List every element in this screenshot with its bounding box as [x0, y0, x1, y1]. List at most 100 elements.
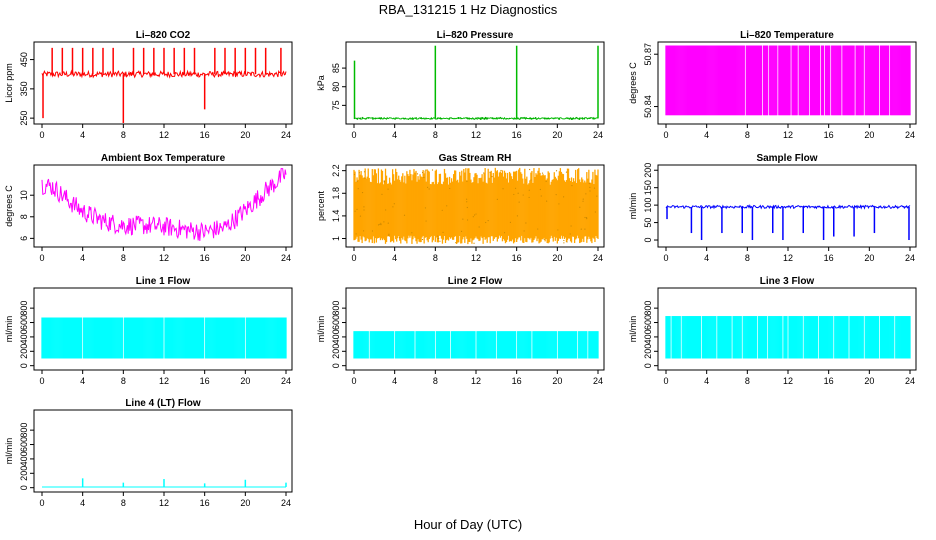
data-point — [479, 118, 482, 120]
x-tick-label: 0 — [663, 130, 668, 140]
y-tick-label: 0 — [331, 363, 341, 368]
data-point — [579, 206, 581, 208]
data-point — [500, 169, 502, 172]
data-point — [567, 117, 569, 119]
series-box_temp — [41, 167, 287, 241]
x-tick-label: 20 — [552, 130, 562, 140]
data-point — [589, 190, 591, 192]
data-point — [364, 177, 366, 179]
data-point — [466, 117, 468, 120]
data-point — [545, 180, 547, 183]
data-point — [592, 117, 595, 119]
data-point — [353, 117, 356, 120]
series-rh — [353, 167, 599, 245]
data-point — [571, 118, 574, 120]
data-point — [588, 182, 590, 185]
data-point — [466, 198, 468, 200]
data-point — [534, 116, 537, 119]
data-point — [589, 186, 591, 188]
panel-line4: Line 4 (LT) Flow 0 4 8 12 16 20 24 0 200400600800… — [4, 398, 293, 508]
x-tick-label: 24 — [281, 498, 291, 508]
y-tick-label: 50.87 — [643, 43, 653, 66]
data-point — [588, 117, 591, 119]
data-point — [475, 117, 477, 119]
panel-title: Li–820 Pressure — [437, 30, 514, 41]
data-point — [529, 117, 531, 120]
data-point — [431, 169, 434, 171]
data-point — [378, 117, 380, 120]
series-licor_temp — [665, 45, 911, 116]
data-point — [543, 118, 546, 120]
data-point — [472, 216, 474, 218]
panel-licor_temp: Li–820 Temperature 0 4 8 12 16 20 24 50.84 50.87 d… — [628, 30, 917, 140]
panel-title: Line 2 Flow — [448, 276, 503, 287]
data-point — [546, 200, 548, 202]
x-tick-label: 8 — [121, 376, 126, 386]
plot-frame — [657, 164, 917, 248]
data-point — [383, 181, 385, 183]
x-tick-label: 16 — [824, 253, 834, 263]
data-point — [353, 173, 355, 176]
data-point — [387, 188, 389, 190]
x-tick-label: 24 — [593, 130, 603, 140]
data-point — [516, 215, 519, 217]
y-tick-label: 10 — [19, 190, 29, 200]
data-point — [566, 241, 568, 243]
data-point — [386, 117, 388, 119]
series-pressure — [353, 45, 599, 121]
data-point — [466, 201, 468, 203]
data-point — [563, 242, 565, 244]
data-point — [570, 225, 572, 227]
data-point — [473, 118, 475, 120]
data-point — [371, 230, 374, 232]
data-point — [543, 238, 546, 240]
data-point — [441, 209, 443, 211]
data-point — [377, 224, 380, 226]
x-tick-label: 24 — [281, 253, 291, 263]
data-point — [478, 226, 480, 228]
data-point — [584, 228, 586, 230]
data-point — [393, 203, 395, 205]
x-tick-label: 0 — [39, 376, 44, 386]
data-point — [466, 180, 468, 183]
figure-title: RBA_131215 1 Hz Diagnostics — [378, 2, 558, 17]
data-point — [596, 195, 598, 197]
x-tick-label: 12 — [783, 376, 793, 386]
panel-pressure: Li–820 Pressure 0 4 8 12 16 20 24 75 80 85 kPa — [316, 30, 605, 140]
data-point — [356, 180, 358, 183]
data-point — [537, 228, 539, 230]
data-point — [467, 117, 469, 119]
data-point — [420, 117, 422, 119]
data-point — [514, 118, 516, 120]
data-point — [558, 118, 561, 120]
panel-title: Sample Flow — [756, 153, 817, 164]
data-point — [487, 219, 489, 222]
data-point — [486, 118, 488, 120]
data-point — [524, 116, 526, 119]
y-tick-label: 450 — [19, 52, 29, 67]
data-point — [555, 194, 557, 196]
plot-frame — [33, 287, 293, 371]
data-point — [477, 117, 479, 119]
data-point — [356, 118, 359, 120]
y-tick-label: 80 — [331, 82, 341, 92]
y-axis-label: Licor ppm — [4, 63, 14, 103]
data-point — [442, 231, 444, 233]
y-tick-label: 8 — [19, 214, 29, 219]
data-point — [439, 240, 441, 242]
data-point — [363, 230, 365, 232]
data-point — [508, 117, 511, 120]
data-point — [580, 228, 582, 230]
data-point — [557, 229, 559, 231]
data-point — [499, 116, 502, 119]
y-tick-label: 800 — [19, 423, 29, 438]
x-tick-label: 20 — [864, 376, 874, 386]
panel-title: Line 3 Flow — [760, 276, 815, 287]
data-point — [426, 186, 429, 188]
y-tick-label: 6 — [19, 236, 29, 241]
x-tick-label: 12 — [471, 130, 481, 140]
y-axis-label: ml/min — [4, 316, 14, 343]
y-tick-label: 400 — [331, 329, 341, 344]
y-tick-label: 75 — [331, 100, 341, 110]
